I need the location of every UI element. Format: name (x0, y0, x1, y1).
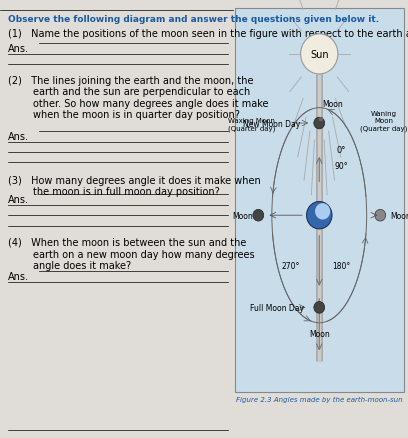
Text: 270°: 270° (281, 261, 299, 270)
Text: Moon: Moon (233, 211, 253, 220)
Text: Ans.: Ans. (8, 272, 29, 282)
Ellipse shape (375, 210, 386, 222)
Text: New Moon Day: New Moon Day (243, 119, 300, 128)
Text: (3)   How many degrees angle it does it make when
        the moon is in full mo: (3) How many degrees angle it does it ma… (8, 175, 261, 197)
Text: 180°: 180° (332, 261, 350, 270)
Ellipse shape (314, 302, 325, 314)
Text: (2)   The lines joining the earth and the moon, the
        earth and the sun ar: (2) The lines joining the earth and the … (8, 75, 268, 120)
Bar (235, 9, 404, 392)
Text: Observe the following diagram and answer the questions given below it.: Observe the following diagram and answer… (8, 15, 379, 25)
Ellipse shape (253, 210, 264, 222)
Text: Moon: Moon (322, 99, 343, 109)
Ellipse shape (319, 117, 323, 122)
Text: Moon: Moon (390, 211, 408, 220)
Text: 90°: 90° (335, 161, 348, 170)
Ellipse shape (301, 35, 338, 75)
Text: Full Moon Day: Full Moon Day (250, 303, 304, 312)
Text: 0°: 0° (336, 146, 346, 155)
Ellipse shape (306, 202, 332, 230)
Ellipse shape (314, 118, 325, 130)
Text: Sun: Sun (310, 50, 328, 60)
Text: (4)   When the moon is between the sun and the
        earth on a new moon day h: (4) When the moon is between the sun and… (8, 237, 255, 271)
Ellipse shape (315, 204, 330, 220)
Text: Ans.: Ans. (8, 131, 29, 141)
Text: Waxing Moon
(Quarter day): Waxing Moon (Quarter day) (228, 118, 275, 131)
Text: Moon: Moon (309, 329, 330, 338)
Text: Waning
Moon
(Quarter day): Waning Moon (Quarter day) (360, 111, 407, 131)
Text: (1)   Name the positions of the moon seen in the figure with respect to the eart: (1) Name the positions of the moon seen … (8, 28, 408, 39)
Text: Ans.: Ans. (8, 44, 29, 54)
Text: Figure 2.3 Angles made by the earth-moon-sun: Figure 2.3 Angles made by the earth-moon… (236, 396, 403, 403)
Text: Ans.: Ans. (8, 195, 29, 205)
